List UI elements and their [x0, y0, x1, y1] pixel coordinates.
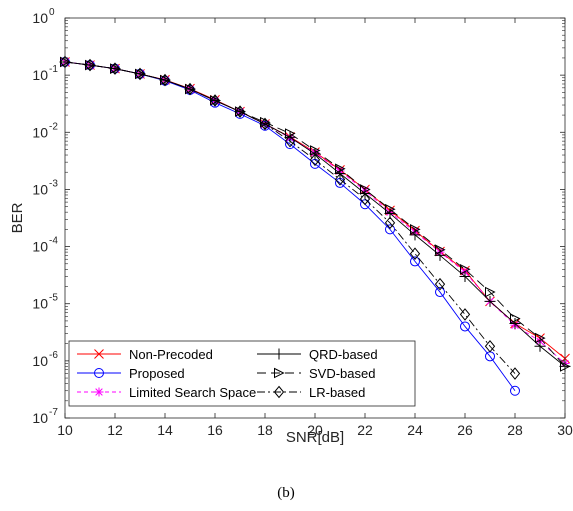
- x-tick-label: 16: [207, 422, 223, 438]
- data-point: [360, 184, 371, 195]
- y-tick-label: 10 -1: [32, 64, 58, 83]
- data-point: [109, 62, 121, 75]
- x-tick-label: 20: [307, 422, 323, 438]
- data-point: [510, 313, 521, 324]
- legend-label: LR-based: [309, 385, 365, 400]
- x-tick-label: 18: [257, 422, 273, 438]
- y-tick-label: 10 -2: [32, 121, 58, 140]
- data-point: [459, 308, 471, 321]
- data-point: [535, 332, 546, 344]
- legend-label: QRD-based: [309, 347, 378, 362]
- data-point: [310, 145, 321, 156]
- data-point: [384, 216, 396, 230]
- data-point: [134, 67, 146, 81]
- legend-entry: QRD-based: [257, 347, 378, 362]
- y-tick-base: 10: [32, 181, 48, 197]
- data-point: [485, 286, 496, 298]
- data-point: [460, 264, 471, 275]
- legend-marker: [94, 387, 104, 397]
- legend-marker: [273, 385, 285, 399]
- data-point: [385, 203, 396, 215]
- figure-caption: (b): [277, 485, 295, 501]
- data-point: [509, 367, 521, 380]
- legend-marker: [94, 368, 104, 378]
- data-point: [510, 385, 520, 396]
- x-tick-label: 30: [557, 422, 573, 438]
- y-tick-exponent: 0: [49, 7, 55, 18]
- data-point: [159, 73, 171, 87]
- data-point: [284, 134, 296, 148]
- y-tick-label: 10 -3: [32, 178, 58, 197]
- data-point: [484, 295, 496, 307]
- series-line: [64, 61, 516, 374]
- legend-label: Non-Precoded: [129, 347, 213, 362]
- y-tick-label: 10 -5: [32, 293, 58, 312]
- data-point: [410, 256, 420, 267]
- legend-entry: Limited Search Space: [77, 385, 256, 400]
- data-point: [434, 277, 446, 291]
- y-tick-exponent: -5: [49, 293, 58, 304]
- legend-marker: [273, 348, 285, 360]
- y-tick-exponent: -4: [49, 236, 58, 247]
- data-point: [234, 105, 246, 118]
- legend-box: [68, 340, 416, 407]
- y-tick-base: 10: [32, 353, 48, 369]
- y-tick-base: 10: [32, 296, 48, 312]
- x-tick-label: 22: [357, 422, 373, 438]
- y-tick-exponent: -1: [49, 64, 58, 75]
- data-point: [459, 270, 471, 282]
- data-point: [334, 173, 346, 186]
- data-point: [534, 340, 546, 352]
- legend-label: SVD-based: [309, 366, 375, 381]
- legend-entry: SVD-based: [257, 366, 375, 381]
- data-point: [460, 321, 470, 332]
- data-point: [335, 163, 346, 175]
- data-point: [484, 339, 496, 353]
- y-tick-base: 10: [32, 410, 48, 426]
- x-tick-label: 14: [157, 422, 173, 438]
- x-axis-label: SNR[dB]: [286, 429, 344, 446]
- x-tick-label: 10: [57, 422, 73, 438]
- y-tick-label: 10 -6: [32, 350, 58, 369]
- data-point: [435, 287, 445, 298]
- legend-entry: LR-based: [257, 385, 365, 400]
- x-tick-label: 24: [407, 422, 423, 438]
- data-point: [409, 247, 421, 261]
- y-tick-exponent: -2: [49, 121, 58, 132]
- y-tick-exponent: -6: [49, 350, 58, 361]
- data-point: [309, 153, 321, 167]
- y-tick-exponent: -7: [49, 407, 58, 418]
- y-tick-label: 10 0: [32, 7, 55, 26]
- legend-label: Proposed: [129, 366, 185, 381]
- data-point: [359, 192, 371, 206]
- legend: Non-Precoded Proposed Limited Search Space…: [68, 340, 416, 407]
- x-tick-label: 28: [507, 422, 523, 438]
- data-point: [184, 82, 196, 96]
- legend-entry: Proposed: [77, 366, 185, 381]
- y-tick-base: 10: [32, 10, 48, 26]
- y-tick-base: 10: [32, 67, 48, 83]
- y-tick-base: 10: [32, 124, 48, 140]
- y-tick-label: 10 -4: [32, 236, 58, 255]
- data-point: [360, 199, 370, 210]
- legend-marker: [274, 367, 285, 379]
- data-point: [410, 224, 421, 235]
- data-point: [385, 224, 395, 235]
- legend-marker: [94, 349, 104, 359]
- x-tick-label: 26: [457, 422, 473, 438]
- legend-entry: Non-Precoded: [77, 347, 213, 362]
- data-point: [209, 94, 221, 107]
- y-tick-base: 10: [32, 239, 48, 255]
- y-tick-label: 10 -7: [32, 407, 58, 426]
- y-axis-label: BER: [9, 202, 26, 233]
- legend-label: Limited Search Space: [129, 385, 256, 400]
- data-point: [259, 117, 271, 131]
- data-point: [435, 244, 446, 256]
- data-point: [84, 58, 96, 72]
- y-tick-exponent: -3: [49, 178, 58, 189]
- data-point: [509, 318, 521, 330]
- x-tick-label: 12: [107, 422, 123, 438]
